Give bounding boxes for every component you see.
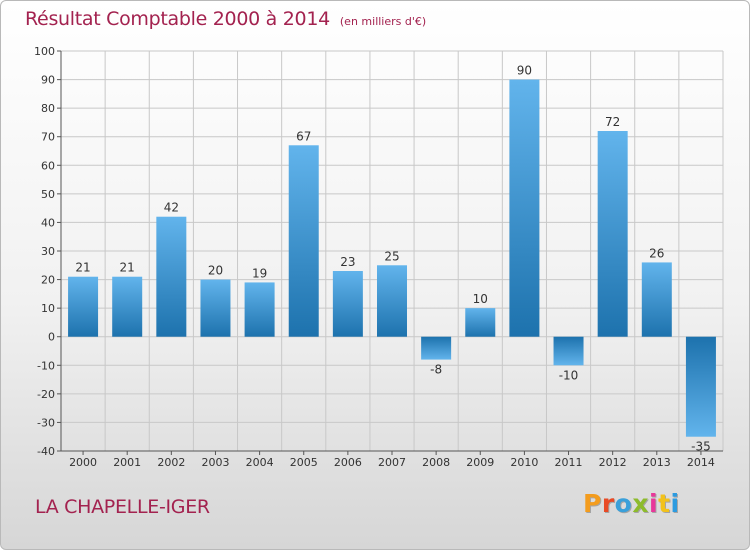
x-tick-label: 2013 [643, 456, 671, 469]
y-tick-label: 20 [41, 274, 55, 287]
x-tick-label: 2001 [113, 456, 141, 469]
data-label-2007: 25 [384, 249, 399, 263]
x-tick-label: 2014 [687, 456, 715, 469]
bar-2002 [156, 216, 187, 337]
y-tick-label: 90 [41, 74, 55, 87]
bar-2010 [509, 79, 540, 337]
y-tick-label: -10 [37, 359, 55, 372]
y-tick-label: 80 [41, 102, 55, 115]
data-label-2000: 21 [75, 261, 90, 275]
logo-letter: o [614, 489, 633, 518]
logo-letter: i [670, 489, 680, 518]
data-label-2010: 90 [517, 64, 532, 78]
y-tick-label: 50 [41, 188, 55, 201]
data-label-2006: 23 [340, 255, 355, 269]
bar-2007 [377, 265, 407, 337]
chart-unit: (en milliers d'€) [339, 15, 427, 28]
axes: -40 -30 -20 -10 0 10 20 30 40 50 60 70 80 90 100 2000 20… [34, 45, 723, 469]
proxiti-logo[interactable]: Proxiti [583, 489, 680, 518]
x-tick-label: 2000 [69, 456, 97, 469]
y-tick-label: 10 [41, 302, 55, 315]
x-tick-label: 2008 [422, 456, 450, 469]
x-tick-label: 2006 [334, 456, 362, 469]
y-tick-label: 0 [48, 331, 55, 344]
y-tick-label: -30 [37, 416, 55, 429]
data-label-2009: 10 [473, 292, 488, 306]
y-tick-label: 30 [41, 245, 55, 258]
data-label-2002: 42 [164, 201, 179, 215]
data-label-2001: 21 [120, 261, 135, 275]
x-tick-label: 2002 [157, 456, 185, 469]
y-tick-label: -20 [37, 388, 55, 401]
data-label-2013: 26 [649, 246, 664, 260]
x-tick-label: 2004 [246, 456, 274, 469]
bars [68, 79, 716, 437]
y-tick-label: 100 [34, 45, 55, 58]
data-label-2012: 72 [605, 115, 620, 129]
data-label-2008: -8 [430, 363, 442, 377]
bar-2000 [68, 276, 99, 337]
commune-name: LA CHAPELLE-IGER [35, 496, 210, 518]
logo-letter: i [649, 489, 659, 518]
bar-2004 [244, 282, 275, 337]
x-tick-label: 2005 [290, 456, 318, 469]
bar-2001 [112, 276, 143, 337]
y-tick-label: -40 [37, 445, 55, 458]
bar-2012 [597, 131, 628, 337]
data-label-2004: 19 [252, 266, 267, 280]
chart-title-text: Résultat Comptable 2000 à 2014 [25, 8, 330, 30]
x-tick-label: 2010 [510, 456, 538, 469]
data-label-2014: -35 [691, 440, 711, 454]
bar-2009 [465, 308, 496, 337]
bar-2013 [641, 262, 672, 337]
data-labels: 21 21 42 20 19 67 23 25 -8 10 90 -10 72 26 -35 [75, 64, 710, 454]
y-tick-label: 60 [41, 159, 55, 172]
logo-letter: r [601, 489, 615, 518]
logo-letter: x [632, 489, 649, 518]
data-label-2011: -10 [559, 368, 579, 382]
y-tick-label: 70 [41, 131, 55, 144]
y-tick-label: 40 [41, 216, 55, 229]
x-tick-label: 2011 [555, 456, 583, 469]
chart-title: Résultat Comptable 2000 à 2014 (en millie… [25, 8, 426, 30]
x-tick-label: 2003 [201, 456, 229, 469]
x-tick-label: 2007 [378, 456, 406, 469]
logo-letter: t [658, 489, 671, 518]
logo-letter: P [583, 489, 602, 518]
data-label-2003: 20 [208, 264, 223, 278]
x-tick-label: 2009 [466, 456, 494, 469]
bar-2008 [421, 336, 452, 360]
bar-2014 [685, 336, 716, 437]
bar-2005 [288, 145, 319, 337]
bar-2003 [200, 279, 231, 337]
bar-2011 [553, 336, 584, 366]
bar-2006 [332, 271, 363, 337]
data-label-2005: 67 [296, 129, 311, 143]
x-tick-label: 2012 [599, 456, 627, 469]
